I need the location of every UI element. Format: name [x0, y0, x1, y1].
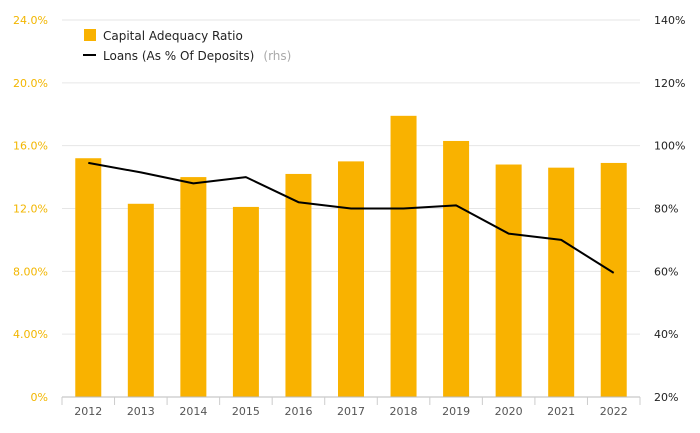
bar [127, 203, 154, 397]
legend-swatch-bar [84, 29, 96, 41]
x-tick-label: 2014 [179, 405, 207, 418]
y-left-tick-label: 8.00% [13, 265, 48, 278]
right-axis-ticks: 20% 40% 60% 80% 100% 120% 140% [654, 14, 685, 404]
bar [443, 140, 470, 397]
legend: Capital Adequacy Ratio Loans (As % Of De… [83, 29, 291, 64]
y-left-tick-label: 4.00% [13, 328, 48, 341]
bar [75, 158, 102, 397]
y-left-tick-label: 20.0% [13, 77, 48, 90]
x-tick-label: 2012 [74, 405, 102, 418]
y-left-tick-label: 16.0% [13, 140, 48, 153]
x-tick-label: 2016 [284, 405, 312, 418]
bar [600, 162, 627, 397]
y-right-tick-label: 20% [654, 391, 678, 404]
legend-label-bar: Capital Adequacy Ratio [103, 29, 243, 43]
y-left-tick-label: 24.0% [13, 14, 48, 27]
y-right-tick-label: 40% [654, 328, 678, 341]
y-right-tick-label: 140% [654, 14, 685, 27]
bar-series [75, 115, 627, 397]
y-right-tick-label: 120% [654, 77, 685, 90]
bar [495, 164, 522, 397]
y-right-tick-label: 80% [654, 203, 678, 216]
x-tick-label: 2021 [547, 405, 575, 418]
legend-label-line: Loans (As % Of Deposits) (rhs) [103, 45, 291, 64]
x-tick-label: 2018 [390, 405, 418, 418]
x-tick-label: 2015 [232, 405, 260, 418]
bar [548, 167, 575, 397]
x-axis-ticks: 2012 2013 2014 2015 2016 2017 2018 2019 2020 2021… [61, 397, 641, 418]
y-right-tick-label: 100% [654, 140, 685, 153]
bar [390, 115, 417, 397]
bar [338, 161, 364, 397]
line-series [88, 161, 615, 274]
bar [285, 173, 312, 397]
y-left-tick-label: 0% [31, 391, 48, 404]
x-tick-label: 2022 [600, 405, 628, 418]
x-tick-label: 2013 [127, 405, 155, 418]
x-tick-label: 2020 [495, 405, 523, 418]
line-path [88, 161, 615, 274]
legend-label-line-suffix: (rhs) [263, 49, 291, 63]
x-tick-label: 2017 [337, 405, 365, 418]
x-tick-label: 2019 [442, 405, 470, 418]
legend-label-line-name: Loans (As % Of Deposits) [103, 49, 254, 63]
y-left-tick-label: 12.0% [13, 203, 48, 216]
left-axis-ticks: 0% 4.00% 8.00% 12.0% 16.0% 20.0% 24.0% [13, 14, 48, 404]
bar [180, 177, 207, 397]
y-right-tick-label: 60% [654, 265, 678, 278]
bar [232, 206, 259, 397]
